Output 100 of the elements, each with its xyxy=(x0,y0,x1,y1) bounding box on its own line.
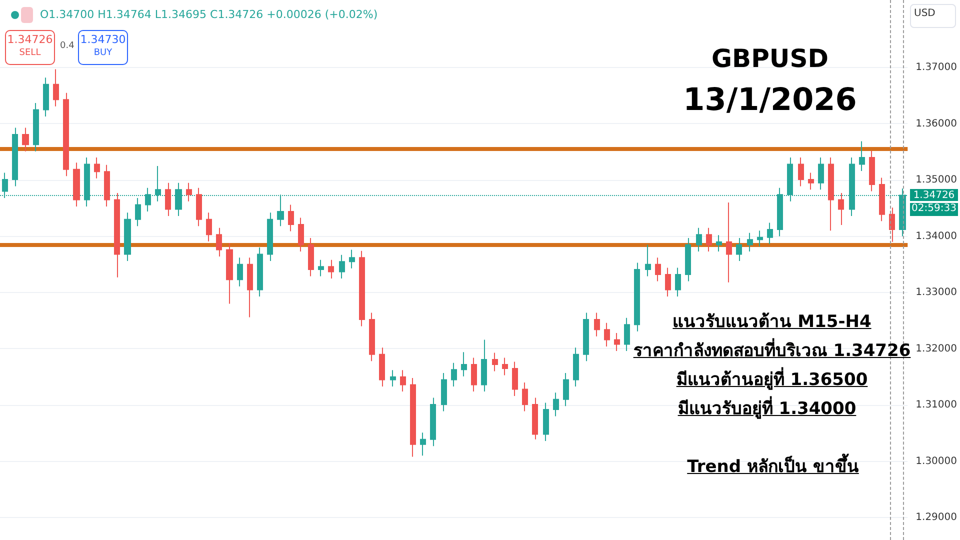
candlestick xyxy=(869,150,875,192)
candlestick xyxy=(308,237,314,277)
candlestick xyxy=(645,244,651,277)
candlestick xyxy=(369,312,375,362)
candlestick xyxy=(879,177,885,222)
candlestick xyxy=(247,257,253,318)
candlestick xyxy=(63,92,69,177)
candlestick xyxy=(420,432,426,456)
candlestick xyxy=(328,259,334,279)
y-tick-label: 1.37000 xyxy=(916,62,958,73)
candlestick xyxy=(706,227,712,252)
candlestick xyxy=(339,254,345,279)
candlestick xyxy=(624,317,630,352)
candlestick xyxy=(634,262,640,332)
candlestick xyxy=(594,312,600,337)
candlestick xyxy=(379,347,385,387)
candlestick xyxy=(390,370,396,387)
candlestick xyxy=(237,257,243,287)
candlestick xyxy=(502,357,508,376)
y-tick-label: 1.34000 xyxy=(916,230,958,242)
annotation: ราคากำลังทดสอบที่บริเวณ 1.34726 xyxy=(633,337,911,363)
candlestick xyxy=(828,157,834,232)
candlestick xyxy=(543,402,549,442)
y-tick-label: 1.33000 xyxy=(916,287,958,298)
candlestick xyxy=(604,322,610,347)
candlestick xyxy=(298,217,304,252)
candlestick xyxy=(655,257,661,282)
candlestick xyxy=(757,230,763,247)
annotation: O1.34700 H1.34764 L1.34695 C1.34726 +0.00026 (+0.02%) xyxy=(40,8,378,21)
y-tick-label: 1.30000 xyxy=(916,456,958,467)
candlestick xyxy=(73,162,80,207)
candlestick xyxy=(471,357,477,392)
candlestick xyxy=(573,347,579,387)
annotation: SELL xyxy=(18,48,42,58)
annotation: 0.4 xyxy=(60,41,74,51)
candlestick xyxy=(583,312,589,362)
candlestick xyxy=(675,267,681,297)
candlestick xyxy=(492,352,498,372)
candlestick xyxy=(53,68,59,107)
candlestick xyxy=(441,372,447,412)
candlestick xyxy=(563,372,569,407)
candlestick xyxy=(838,192,844,226)
candlestick xyxy=(104,164,110,207)
candlestick xyxy=(206,212,212,242)
candlestick xyxy=(808,172,814,190)
candlestick xyxy=(522,382,528,412)
candlestick xyxy=(430,397,436,447)
y-tick-label: 1.31000 xyxy=(916,400,958,410)
candlestick xyxy=(400,370,406,392)
annotation: 1.34730 xyxy=(79,33,127,46)
candlestick xyxy=(94,157,100,179)
candlestick xyxy=(747,232,753,252)
candlestick xyxy=(818,157,824,190)
candlestick xyxy=(288,204,294,232)
candlestick xyxy=(135,198,141,227)
candlestick xyxy=(267,212,273,262)
candlestick xyxy=(216,227,222,257)
candlestick xyxy=(43,77,49,117)
candlestick xyxy=(553,392,559,417)
candlestick xyxy=(859,140,865,172)
text: 02:59:33 xyxy=(910,203,958,216)
annotation: มีแนวต้านอยู่ที่ 1.36500 xyxy=(676,366,868,392)
candlestick xyxy=(461,352,467,377)
candlestick xyxy=(33,102,39,152)
text: 13/1/2026 xyxy=(683,82,857,118)
candlestick xyxy=(318,259,324,277)
text: USD xyxy=(914,8,936,19)
annotation: 1.34726 xyxy=(6,33,54,46)
candlestick xyxy=(798,157,804,187)
y-tick-label: 1.32000 xyxy=(916,343,958,354)
candlestick xyxy=(532,397,538,440)
candlestick xyxy=(726,202,732,283)
candlestick xyxy=(114,192,120,278)
candlestick xyxy=(685,237,691,282)
candlestick xyxy=(665,267,671,297)
candlestick xyxy=(410,378,416,458)
candlestick xyxy=(481,339,487,392)
candlestick xyxy=(165,182,171,216)
text: 1.34726 xyxy=(910,189,958,201)
candlestick xyxy=(889,207,895,242)
annotation: Trend หลักเป็น ขาขึ้น xyxy=(687,452,859,479)
candlestick xyxy=(736,237,742,262)
candlestick xyxy=(226,242,233,304)
candlestick xyxy=(767,222,773,245)
candlestick xyxy=(359,250,365,327)
y-tick-label: 1.29000 xyxy=(916,512,958,523)
candlestick xyxy=(22,127,29,152)
candlestick xyxy=(696,227,702,252)
y-tick-label: 1.35000 xyxy=(916,174,958,186)
candlestick xyxy=(12,127,18,187)
candlestick xyxy=(349,249,355,269)
candlestick xyxy=(716,234,722,252)
candlestick xyxy=(257,247,263,297)
annotation: มีแนวรับอยู่ที่ 1.34000 xyxy=(678,395,856,421)
candlestick xyxy=(124,212,131,262)
y-tick-label: 1.36000 xyxy=(916,118,958,130)
candlestick xyxy=(614,332,620,352)
annotation: แนวรับแนวต้าน M15-H4 xyxy=(672,311,872,334)
candlestick xyxy=(186,182,192,202)
candlestick xyxy=(196,187,202,227)
